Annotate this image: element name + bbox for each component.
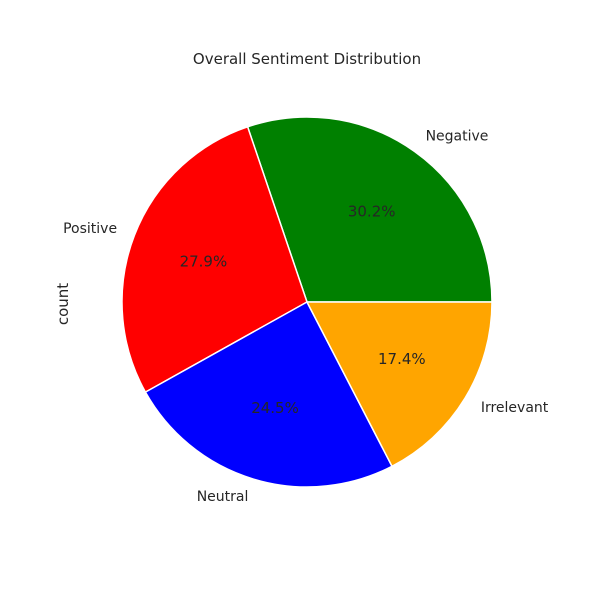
slice-label-positive: Positive <box>63 221 117 237</box>
slice-percent-neutral: 24.5% <box>251 399 299 417</box>
slice-label-negative: Negative <box>426 129 489 145</box>
chart-title: Overall Sentiment Distribution <box>193 50 421 68</box>
slice-percent-irrelevant: 17.4% <box>378 350 426 368</box>
pie-slice-irrelevant <box>306 301 493 468</box>
pie-slice-negative <box>246 116 493 303</box>
y-axis-label: count <box>54 283 72 325</box>
slice-percent-positive: 27.9% <box>180 253 228 271</box>
slice-label-irrelevant: Irrelevant <box>481 400 549 416</box>
slice-percent-negative: 30.2% <box>348 202 396 220</box>
pie-labels: Negative 30.2% Positive 27.9% Neutral 24.5% Ir… <box>63 129 549 505</box>
slice-label-neutral: Neutral <box>197 489 249 505</box>
pie-slice-positive <box>121 126 308 393</box>
pie-slices <box>121 116 493 488</box>
